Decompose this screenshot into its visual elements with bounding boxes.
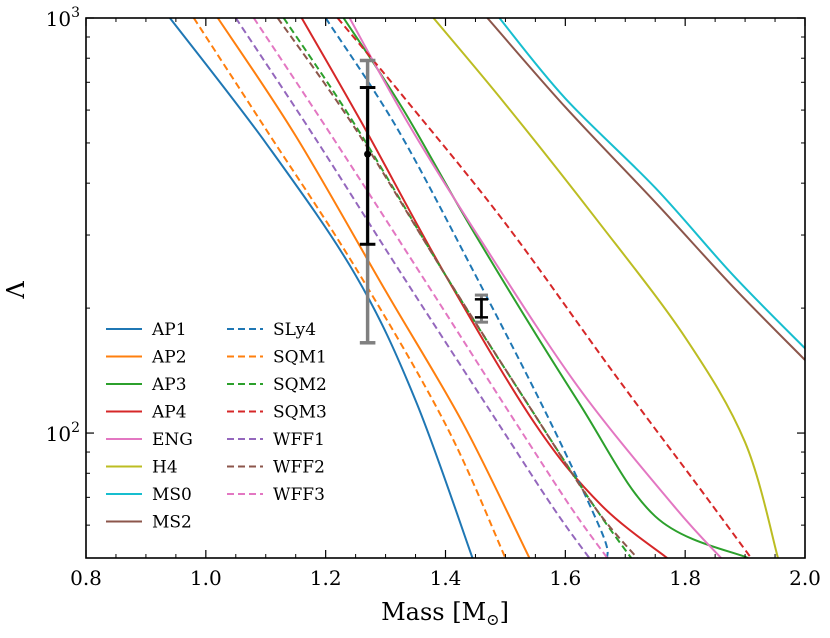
series-line-wff3	[252, 18, 609, 558]
legend-label-ap4: AP4	[151, 403, 187, 423]
series-line-ms0	[498, 18, 805, 350]
legend-label-wff1: WFF1	[273, 430, 325, 450]
series-line-ap2	[216, 18, 531, 558]
legend-label-sqm3: SQM3	[273, 403, 327, 423]
series-line-sly4	[324, 18, 609, 558]
x-tick-label: 1.4	[430, 566, 462, 590]
series-line-ap3	[342, 18, 749, 558]
y-tick-label: 103	[46, 5, 80, 31]
series-line-ms2	[486, 18, 805, 361]
plot-frame	[85, 17, 806, 559]
y-tick-base: 10	[46, 422, 71, 446]
series-line-wff2	[276, 18, 638, 558]
y-tick-base: 10	[46, 7, 71, 31]
x-tick-label: 0.8	[70, 566, 102, 590]
series-layer	[169, 18, 805, 558]
x-tick-label: 1.2	[310, 566, 342, 590]
x-axis-title: Mass [M⊙]	[381, 598, 509, 629]
x-tick-label: 1.0	[190, 566, 222, 590]
series-line-eng	[348, 18, 722, 558]
series-line-sqm3	[336, 18, 752, 558]
x-tick-label: 1.6	[549, 566, 581, 590]
legend-label-ap1: AP1	[151, 320, 187, 340]
legend-label-h4: H4	[152, 458, 178, 478]
series-line-sqm1	[192, 18, 507, 558]
series-line-h4	[432, 18, 779, 558]
legend-label-ms2: MS2	[152, 513, 192, 533]
legend-label-wff2: WFF2	[273, 458, 325, 478]
x-tick-label: 1.8	[669, 566, 701, 590]
errorbar-layer	[359, 58, 489, 345]
legend-label-wff3: WFF3	[273, 485, 325, 505]
y-tick-exponent: 2	[71, 420, 80, 436]
legend-label-sqm1: SQM1	[273, 348, 327, 368]
x-tick-label: 2.0	[789, 566, 821, 590]
legend-label-sly4: SLy4	[273, 320, 316, 340]
legend-label-ms0: MS0	[152, 485, 192, 505]
series-line-ap4	[300, 18, 668, 558]
legend: AP1 AP2 AP3 AP4 ENG H4 MS0 MS2 SLy4 SQM1 SQM2 SQM3 W…	[106, 320, 327, 533]
errorbar-point-m1-inner	[364, 150, 372, 158]
legend-label-ap3: AP3	[151, 375, 187, 395]
legend-label-sqm2: SQM2	[273, 375, 327, 395]
y-tick-label: 102	[46, 420, 80, 446]
legend-label-eng: ENG	[152, 430, 193, 450]
y-tick-exponent: 3	[71, 5, 80, 21]
series-line-ap1	[169, 18, 474, 558]
legend-label-ap2: AP2	[151, 348, 187, 368]
y-axis-title: Λ	[2, 281, 30, 300]
